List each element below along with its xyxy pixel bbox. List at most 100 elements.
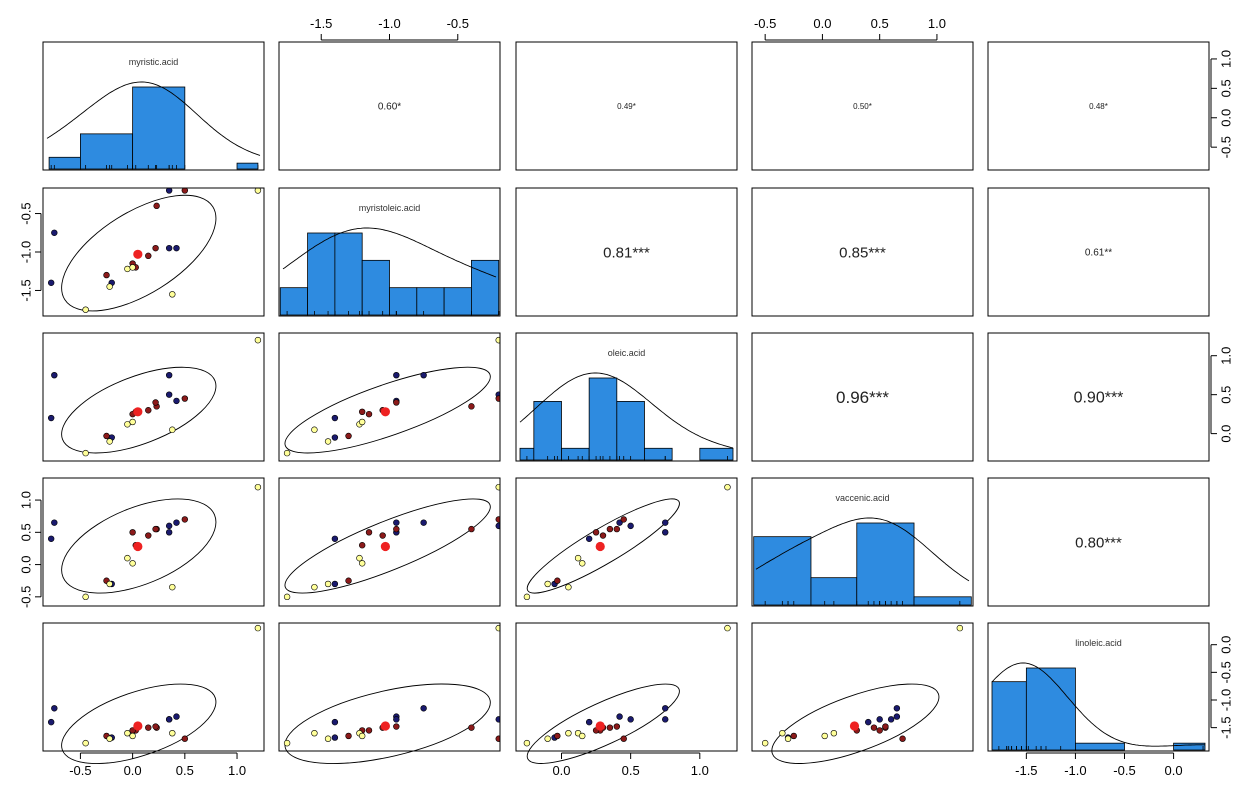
panel-frame xyxy=(278,41,501,171)
data-point xyxy=(613,525,621,533)
data-point xyxy=(331,414,339,422)
data-point xyxy=(893,713,901,720)
data-point xyxy=(47,718,55,726)
data-point xyxy=(565,729,572,737)
tick-label: -0.5 xyxy=(754,16,776,31)
panel-frame xyxy=(515,477,738,607)
data-point xyxy=(153,202,160,210)
data-point xyxy=(169,291,176,298)
data-point xyxy=(124,265,131,273)
data-point xyxy=(331,718,339,726)
data-point xyxy=(784,735,792,742)
data-point xyxy=(283,739,291,747)
histogram-bar xyxy=(699,447,734,461)
histogram-bar xyxy=(236,162,259,170)
data-point xyxy=(129,418,136,426)
data-point xyxy=(495,336,500,344)
data-point xyxy=(899,735,906,742)
data-point xyxy=(82,306,89,313)
correlation-value: 0.48* xyxy=(1089,102,1108,111)
data-point xyxy=(358,560,366,567)
data-point xyxy=(331,535,339,542)
panel-frame xyxy=(278,187,501,317)
data-point xyxy=(173,519,180,526)
data-point xyxy=(129,560,136,567)
tick-label: 0.0 xyxy=(1165,763,1183,778)
tick-label: 0.5 xyxy=(176,763,194,778)
tick-label: -0.5 xyxy=(1218,661,1233,683)
data-point xyxy=(579,560,586,567)
data-point xyxy=(468,403,475,410)
panel-frame xyxy=(42,332,265,462)
scatter-panel xyxy=(283,483,500,601)
mean-point xyxy=(380,541,391,552)
data-point xyxy=(554,732,561,740)
scatter-panel xyxy=(47,483,262,601)
correlation-value: 0.49* xyxy=(617,102,636,111)
variable-label: myristoleic.acid xyxy=(359,203,421,213)
data-point xyxy=(165,244,173,252)
density-curve xyxy=(46,81,261,156)
tick-label: -0.5 xyxy=(1113,763,1135,778)
tick-label: -0.5 xyxy=(18,202,33,224)
data-point xyxy=(830,729,838,737)
correlation-layer: 0.60* 0.49* 0.50* 0.48* 0.81*** 0.85*** 0.61**… xyxy=(378,102,1124,552)
data-point xyxy=(106,580,113,588)
correlation-ellipse xyxy=(61,683,217,764)
correlation-ellipse xyxy=(284,683,491,764)
data-point xyxy=(887,716,895,723)
histogram-bar xyxy=(533,401,562,461)
data-point xyxy=(627,522,634,530)
density-curve xyxy=(519,372,734,449)
data-point xyxy=(345,732,352,740)
data-point xyxy=(870,724,878,731)
data-point xyxy=(103,271,110,279)
data-point xyxy=(254,188,262,194)
histogram-bar xyxy=(80,133,134,170)
data-point xyxy=(613,723,621,730)
histogram-myristic.acid xyxy=(46,81,261,170)
data-point xyxy=(358,418,366,426)
panel-frame xyxy=(751,187,974,317)
panel-frame xyxy=(515,332,738,462)
data-point xyxy=(145,532,152,539)
histogram-bar xyxy=(132,86,186,170)
data-point xyxy=(331,580,339,588)
data-point xyxy=(592,529,600,536)
data-point xyxy=(173,713,180,720)
data-point xyxy=(616,519,623,526)
data-point xyxy=(544,735,551,742)
histogram-bar xyxy=(644,447,673,461)
correlation-value: 0.80*** xyxy=(1075,534,1122,551)
data-point xyxy=(420,705,427,712)
data-point xyxy=(876,727,883,734)
data-point xyxy=(606,525,614,533)
correlation-value: 0.96*** xyxy=(836,388,889,407)
data-point xyxy=(495,735,500,742)
scatter-panel xyxy=(523,624,731,747)
correlation-value: 0.90*** xyxy=(1074,390,1124,407)
data-point xyxy=(82,449,89,457)
correlation-ellipse xyxy=(284,366,491,454)
data-point xyxy=(468,724,475,731)
data-point xyxy=(145,407,152,414)
data-point xyxy=(145,724,152,731)
correlation-ellipse xyxy=(284,498,491,594)
data-point xyxy=(169,729,176,737)
histogram-vaccenic.acid xyxy=(753,517,972,606)
data-point xyxy=(495,516,500,523)
data-point xyxy=(393,519,400,526)
data-point xyxy=(544,580,551,588)
data-point xyxy=(956,624,964,632)
tick-label: 0.0 xyxy=(1218,425,1233,443)
data-point xyxy=(169,583,176,591)
data-point xyxy=(893,705,901,712)
correlation-ellipse xyxy=(61,498,217,594)
panel-frame xyxy=(987,622,1210,752)
scatter-panel xyxy=(761,624,964,747)
data-point xyxy=(165,716,173,723)
panel-frame xyxy=(751,41,974,171)
mean-point xyxy=(595,541,605,552)
scatter-panel xyxy=(47,336,262,457)
histogram-bar xyxy=(334,232,363,316)
